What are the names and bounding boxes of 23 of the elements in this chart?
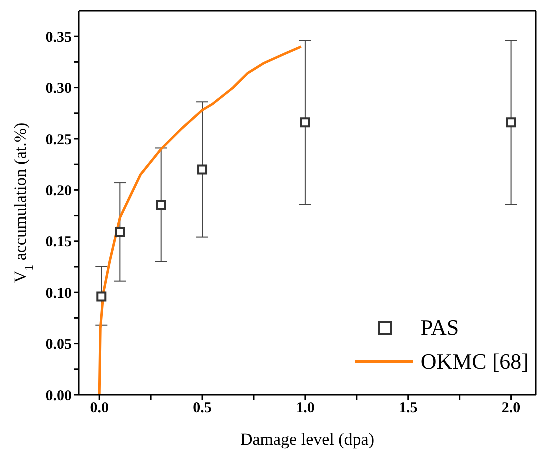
y-tick-label: 0.30 — [46, 81, 72, 98]
x-tick-label: 2.0 — [502, 400, 521, 417]
x-tick-label: 1.5 — [398, 400, 418, 417]
point — [115, 227, 126, 238]
y-tick-label: 0.20 — [46, 184, 72, 200]
y-tick-label: 0.05 — [46, 337, 72, 354]
y-tick-label: 0.00 — [46, 388, 72, 404]
y-tick-label: 0.10 — [46, 286, 72, 302]
point — [300, 118, 310, 128]
line-series — [98, 46, 303, 395]
x-tick-label: 0.0 — [90, 400, 109, 417]
x-tick-label: 1.0 — [296, 400, 315, 417]
point — [506, 118, 516, 128]
y-tick-label: 0.35 — [46, 30, 72, 46]
legend-label: PAS — [420, 315, 460, 341]
point — [198, 164, 208, 175]
y-tick-label: 0.15 — [46, 234, 72, 251]
x-axis-title: Damage level (dpa) — [240, 430, 375, 449]
legend-label: OKMC [68] — [420, 349, 529, 375]
x-tick-label: 0.5 — [193, 400, 212, 417]
y-tick-label: 0.25 — [46, 132, 72, 148]
point — [156, 200, 166, 211]
point — [96, 292, 107, 302]
